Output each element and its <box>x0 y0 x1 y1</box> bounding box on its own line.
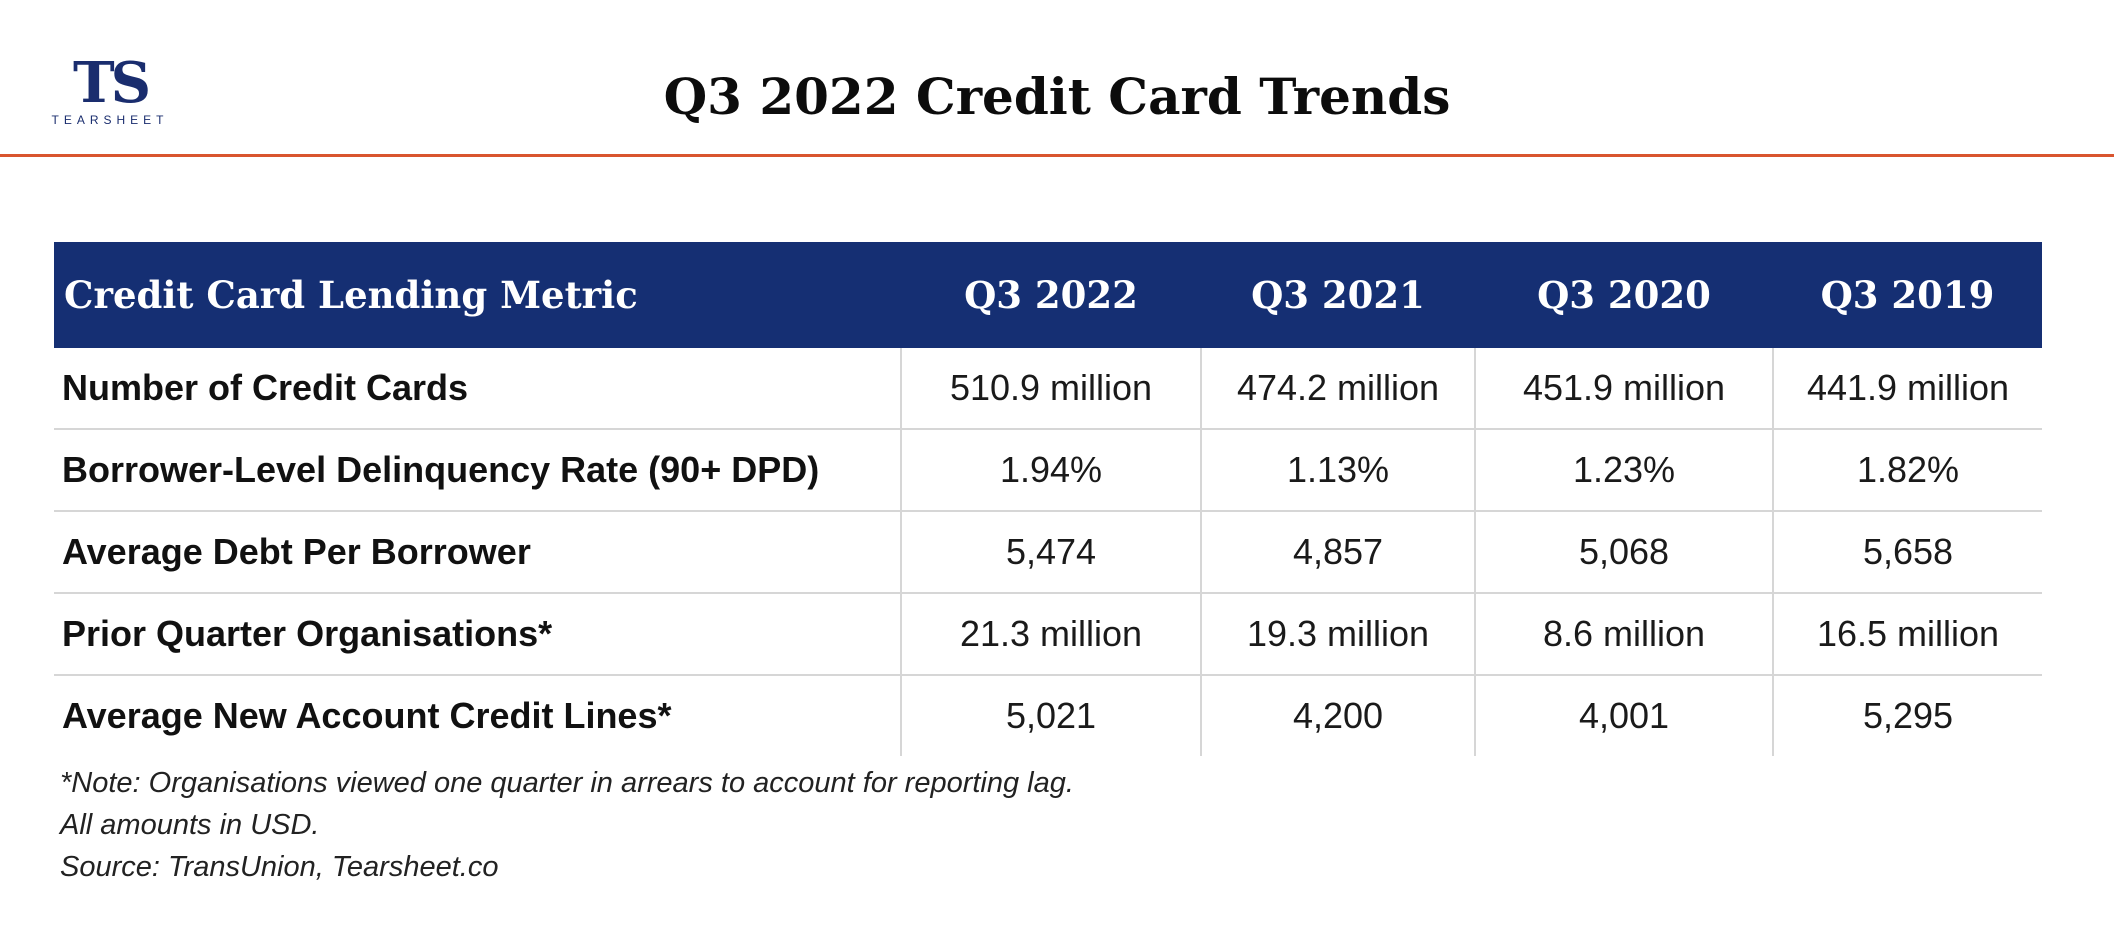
table-cell: 16.5 million <box>1772 593 2042 676</box>
column-header-q3-2022: Q3 2022 <box>901 242 1201 348</box>
table-cell: 5,658 <box>1772 511 2042 594</box>
footnote-currency: All amounts in USD. <box>60 809 320 841</box>
column-header-metric: Credit Card Lending Metric <box>54 242 901 348</box>
table-cell: 4,001 <box>1474 675 1773 756</box>
column-header-q3-2020: Q3 2020 <box>1475 242 1773 348</box>
table-cell: 474.2 million <box>1200 348 1475 430</box>
table-cell: 5,068 <box>1474 511 1773 594</box>
table-header-row: Credit Card Lending Metric Q3 2022 Q3 20… <box>54 242 2042 348</box>
row-label: Average Debt Per Borrower <box>54 511 901 594</box>
header-bar: TS TEARSHEET Q3 2022 Credit Card Trends <box>0 0 2114 157</box>
table-row: Average New Account Credit Lines* 5,021 … <box>54 675 2042 756</box>
table-cell: 5,295 <box>1772 675 2042 756</box>
table-cell: 1.13% <box>1200 429 1475 512</box>
table-cell: 5,474 <box>900 511 1201 594</box>
table-cell: 8.6 million <box>1474 593 1773 676</box>
footnote-arrears: *Note: Organisations viewed one quarter … <box>60 767 1074 799</box>
table-cell: 451.9 million <box>1474 348 1773 430</box>
table-row: Number of Credit Cards 510.9 million 474… <box>54 348 2042 430</box>
table-cell: 19.3 million <box>1200 593 1475 676</box>
logo-wordmark: TEARSHEET <box>51 113 169 127</box>
row-label: Number of Credit Cards <box>54 348 901 430</box>
table-cell: 510.9 million <box>900 348 1201 430</box>
row-label: Borrower-Level Delinquency Rate (90+ DPD… <box>54 429 901 512</box>
table-row: Prior Quarter Organisations* 21.3 millio… <box>54 593 2042 676</box>
row-label: Average New Account Credit Lines* <box>62 695 672 736</box>
table-cell: 1.82% <box>1772 429 2042 512</box>
table-row: Average Debt Per Borrower 5,474 4,857 5,… <box>54 511 2042 594</box>
table-cell: 441.9 million <box>1772 348 2042 430</box>
table-cell: 4,857 <box>1200 511 1475 594</box>
table-cell: 5,021 <box>900 675 1201 756</box>
credit-card-trends-table: Credit Card Lending Metric Q3 2022 Q3 20… <box>54 242 2042 756</box>
table-cell: 1.23% <box>1474 429 1773 512</box>
row-label: Prior Quarter Organisations* <box>54 593 901 676</box>
table-cell: 21.3 million <box>900 593 1201 676</box>
column-header-q3-2021: Q3 2021 <box>1201 242 1475 348</box>
table-cell: 4,200 <box>1200 675 1475 756</box>
table-row: Borrower-Level Delinquency Rate (90+ DPD… <box>54 429 2042 512</box>
footnote-source: Source: TransUnion, Tearsheet.co <box>60 851 499 883</box>
tearsheet-logo: TS TEARSHEET <box>50 50 170 127</box>
column-header-q3-2019: Q3 2019 <box>1773 242 2042 348</box>
footnotes: *Note: Organisations viewed one quarter … <box>60 762 1074 888</box>
logo-mark: TS <box>72 50 151 116</box>
table-cell: 1.94% <box>900 429 1201 512</box>
page-title: Q3 2022 Credit Card Trends <box>663 67 1451 126</box>
